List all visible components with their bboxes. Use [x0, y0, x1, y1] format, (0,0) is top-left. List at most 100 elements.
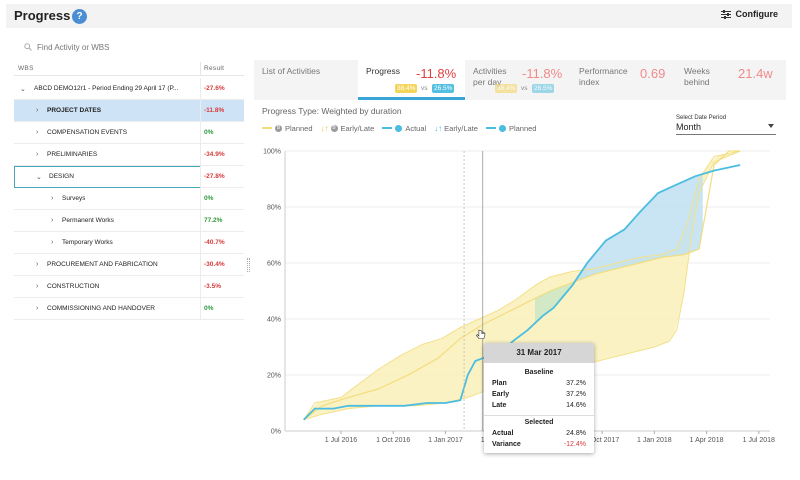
tab-progress[interactable]: Progress -11.8% 38.4% vs 26.5% — [358, 60, 465, 100]
dot-icon — [498, 124, 506, 132]
tree-row-label: PRELIMINARIES — [47, 151, 98, 158]
y-tick-label: 80% — [267, 205, 281, 212]
tree-row-result: 0% — [204, 305, 214, 312]
tree-row-result: 0% — [204, 129, 214, 136]
tab-weeks-behind[interactable]: Weeks behind 21.4w — [676, 60, 786, 100]
tree-row-construction[interactable]: › CONSTRUCTION -3.5% — [14, 276, 244, 298]
x-tick-label: 1 Apr 2018 — [690, 437, 724, 444]
tooltip-row-late: Late 14.6% — [492, 402, 586, 409]
tree-row-result: -34.9% — [204, 151, 225, 158]
tree-row-result: -11.8% — [204, 107, 225, 114]
tab-value: 0.69 — [640, 66, 666, 81]
tree-row-procurement[interactable]: › PROCUREMENT AND FABRICATION -30.4% — [14, 254, 244, 276]
tree-row-temporary-works[interactable]: › Temporary Works -40.7% — [14, 232, 244, 254]
chevron-right-icon[interactable]: › — [51, 217, 54, 224]
chevron-right-icon[interactable]: › — [36, 107, 39, 114]
y-tick-label: 100% — [263, 149, 281, 156]
x-tick-label: 1 Oct 2016 — [376, 437, 410, 444]
legend-baseline-planned[interactable]: B Planned — [262, 124, 313, 133]
chart-tooltip: 31 Mar 2017 Baseline Plan 37.2% Early 37.2… — [484, 343, 594, 453]
actual-pill: 26.5% — [532, 84, 555, 93]
chevron-right-icon[interactable]: › — [51, 239, 54, 246]
date-period-label: Select Date Period — [676, 115, 727, 121]
chart-legend: B Planned ↓↑ B Early/Late Actual ↓↑ Earl… — [262, 123, 544, 133]
help-icon[interactable]: ? — [72, 9, 87, 24]
chevron-right-icon[interactable]: › — [36, 283, 39, 290]
page-title: Progress — [14, 8, 71, 23]
chevron-right-icon[interactable]: › — [36, 261, 39, 268]
planned-line — [303, 150, 741, 421]
tree-row-label: DESIGN — [49, 173, 74, 180]
chevron-right-icon[interactable]: › — [51, 195, 54, 202]
progress-type-label: Progress Type: Weighted by duration — [262, 106, 402, 116]
tree-row-label: CONSTRUCTION — [47, 283, 100, 290]
vs-label: vs — [421, 85, 428, 92]
x-tick-label: 1 Jan 2018 — [637, 437, 672, 444]
tree-row-project-dates[interactable]: › PROJECT DATES -11.8% — [14, 100, 244, 122]
arrows-up-down-icon: ↓↑ — [434, 123, 443, 133]
tree-row-design[interactable]: ⌄ DESIGN -27.8% — [14, 166, 244, 188]
tab-value: 21.4w — [738, 66, 773, 81]
panel-resize-handle[interactable] — [247, 258, 250, 272]
tree-header: WBS Result — [14, 62, 244, 76]
tooltip-date: 31 Mar 2017 — [484, 343, 594, 363]
chevron-right-icon[interactable]: › — [36, 305, 39, 312]
tree-row-project[interactable]: ⌄ ABCD DEMO12r1 - Period Ending 29 April… — [14, 78, 244, 100]
tree-row-label: COMPENSATION EVENTS — [47, 129, 128, 136]
tab-value: -11.8% — [416, 66, 457, 81]
baseline-marker-icon: B — [330, 124, 338, 132]
tooltip-selected-title: Selected — [524, 419, 554, 426]
column-divider — [200, 62, 201, 76]
wbs-tree: ⌄ ABCD DEMO12r1 - Period Ending 29 April… — [14, 78, 244, 320]
tree-row-result: 0% — [204, 195, 214, 202]
search-icon — [24, 43, 32, 51]
legend-baseline-early-late[interactable]: ↓↑ B Early/Late — [320, 123, 375, 133]
tree-row-result: -27.8% — [204, 173, 225, 180]
date-period-select[interactable]: Select Date Period Month — [676, 115, 776, 135]
caret-down-icon — [768, 124, 774, 128]
tooltip-row-actual: Actual 24.8% — [492, 430, 586, 437]
tree-row-label: Surveys — [62, 195, 86, 202]
legend-actual[interactable]: Actual — [382, 124, 426, 133]
search-input[interactable] — [37, 42, 227, 52]
tooltip-row-early: Early 37.2% — [492, 391, 586, 398]
y-tick-label: 60% — [267, 261, 281, 268]
sliders-icon — [720, 9, 731, 19]
active-tab-indicator — [358, 97, 465, 100]
tooltip-row-variance: Variance -12.4% — [492, 441, 586, 448]
tree-row-permanent-works[interactable]: › Permanent Works 77.2% — [14, 210, 244, 232]
search-bar — [24, 40, 244, 54]
ahead-band — [535, 263, 588, 324]
actual-pill: 26.5% — [432, 84, 455, 93]
column-header-result[interactable]: Result — [204, 65, 225, 72]
x-tick-label: 1 Jan 2017 — [428, 437, 463, 444]
tab-label: Performance index — [579, 66, 628, 87]
y-axis: 0% 20% 40% 60% 80% 100% — [263, 149, 286, 436]
configure-button[interactable]: Configure — [720, 9, 778, 19]
column-header-wbs[interactable]: WBS — [18, 65, 34, 72]
tab-label: Weeks behind — [684, 66, 710, 87]
chevron-right-icon[interactable]: › — [36, 129, 39, 136]
tree-row-surveys[interactable]: › Surveys 0% — [14, 188, 244, 210]
chevron-right-icon[interactable]: › — [36, 151, 39, 158]
legend-early-late[interactable]: ↓↑ Early/Late — [434, 123, 478, 133]
dot-icon — [395, 124, 403, 132]
tree-row-label: PROCUREMENT AND FABRICATION — [47, 261, 158, 268]
tab-performance-index[interactable]: Performance index 0.69 — [571, 60, 676, 100]
focus-outline — [14, 166, 201, 188]
tab-activities-per-day[interactable]: Activities per day -11.8% 38.4% vs 26.5% — [465, 60, 571, 100]
chevron-down-icon[interactable]: ⌄ — [20, 86, 26, 93]
tab-list-of-activities[interactable]: List of Activities — [254, 60, 358, 100]
tree-row-commissioning[interactable]: › COMMISSIONING AND HANDOVER 0% — [14, 298, 244, 320]
tree-row-result: 77.2% — [204, 217, 223, 224]
tree-row-result: -40.7% — [204, 239, 225, 246]
tree-row-preliminaries[interactable]: › PRELIMINARIES -34.9% — [14, 144, 244, 166]
baseline-pill: 38.4% — [395, 84, 418, 93]
actual-vs-planned-band — [572, 174, 703, 286]
tooltip-row-plan: Plan 37.2% — [492, 380, 586, 387]
legend-planned[interactable]: Planned — [485, 124, 536, 133]
tree-row-compensation-events[interactable]: › COMPENSATION EVENTS 0% — [14, 122, 244, 144]
chevron-down-icon[interactable]: ⌄ — [36, 174, 42, 181]
tab-label: List of Activities — [262, 66, 321, 76]
baseline-early-line — [303, 150, 741, 421]
